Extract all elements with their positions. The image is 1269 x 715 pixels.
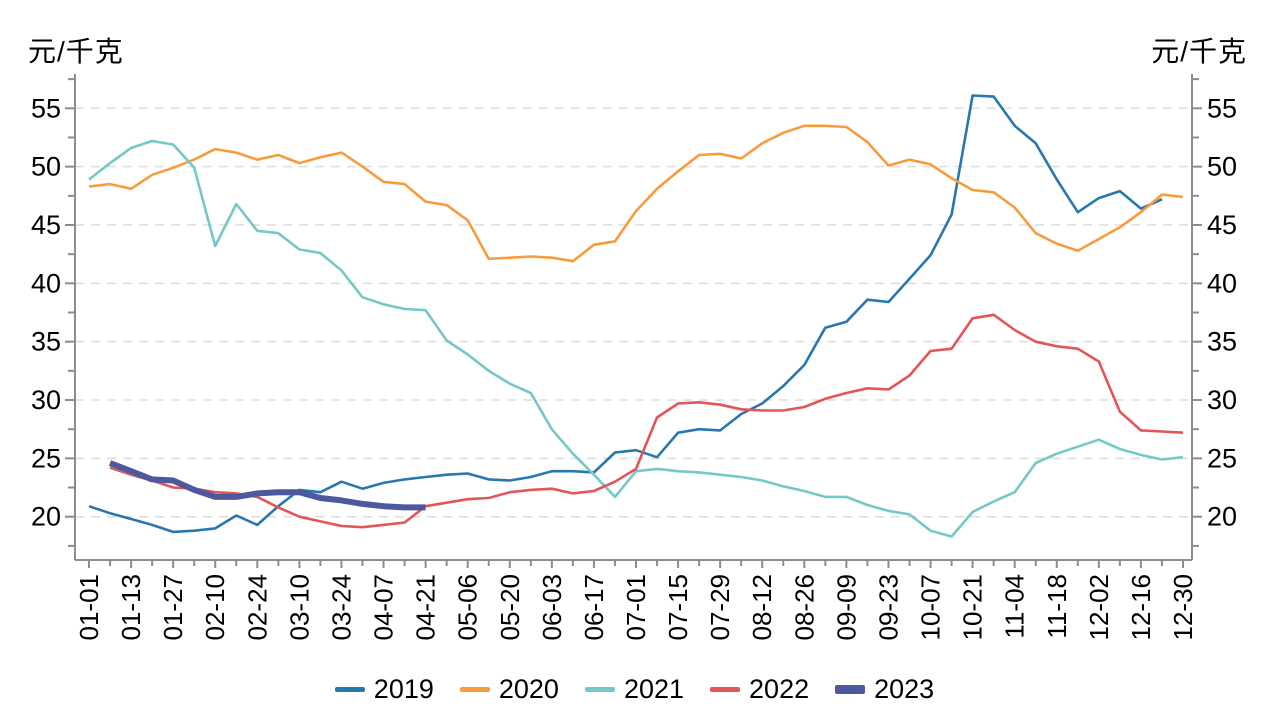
legend-swatch-2021 bbox=[584, 686, 615, 692]
legend-label-2021: 2021 bbox=[623, 673, 685, 704]
x-axis-label: 03-10 bbox=[284, 574, 314, 641]
y-axis-label-right: 40 bbox=[1207, 268, 1237, 298]
x-axis-label: 07-29 bbox=[705, 574, 735, 641]
legend-item-2022: 2022 bbox=[710, 674, 809, 705]
x-axis-label: 12-02 bbox=[1084, 574, 1114, 641]
x-axis-label: 08-26 bbox=[789, 574, 819, 641]
x-axis-label: 11-04 bbox=[1000, 574, 1030, 639]
x-axis-label: 07-15 bbox=[663, 574, 693, 641]
y-axis-label-right: 35 bbox=[1207, 327, 1237, 357]
x-axis-label: 12-30 bbox=[1168, 574, 1198, 641]
x-axis-label: 08-12 bbox=[747, 574, 777, 641]
y-axis-label-left: 25 bbox=[31, 443, 61, 473]
legend-item-2020: 2020 bbox=[459, 673, 559, 705]
y-axis-label-right: 45 bbox=[1207, 210, 1237, 240]
x-axis-label: 02-10 bbox=[200, 574, 230, 641]
series-line-2019 bbox=[88, 94, 1163, 534]
x-axis-label: 01-13 bbox=[116, 574, 146, 641]
y-axis-title-left: 元/千克 bbox=[28, 36, 124, 67]
legend-label-2020: 2020 bbox=[498, 673, 559, 704]
series-line-2021 bbox=[88, 139, 1184, 538]
x-axis-label: 04-21 bbox=[411, 574, 441, 641]
legend-label-2019: 2019 bbox=[373, 673, 434, 704]
x-axis-label: 01-27 bbox=[158, 574, 188, 641]
legend-label-2023: 2023 bbox=[874, 673, 935, 704]
x-axis-label: 01-01 bbox=[74, 574, 104, 641]
legend: 2019 2020 2021 2022 2023 bbox=[0, 666, 1269, 712]
x-axis-label: 07-01 bbox=[621, 574, 651, 641]
x-axis-label: 05-20 bbox=[495, 574, 525, 641]
x-axis-label: 06-03 bbox=[537, 574, 567, 641]
x-axis-label: 12-16 bbox=[1126, 574, 1156, 641]
x-axis-label: 11-18 bbox=[1042, 574, 1072, 639]
y-axis-label-left: 55 bbox=[31, 93, 61, 123]
x-axis-label: 02-24 bbox=[242, 574, 272, 641]
x-axis-label: 09-09 bbox=[831, 574, 861, 641]
x-axis-label: 06-17 bbox=[579, 574, 609, 641]
y-axis-label-left: 30 bbox=[31, 385, 61, 415]
x-axis-label: 05-06 bbox=[453, 574, 483, 641]
legend-swatch-2023 bbox=[835, 684, 866, 694]
y-axis-label-right: 25 bbox=[1207, 443, 1237, 473]
legend-swatch-2020 bbox=[459, 686, 490, 692]
series-line-2022 bbox=[109, 313, 1184, 529]
legend-item-2019: 2019 bbox=[334, 673, 434, 705]
y-axis-label-right: 30 bbox=[1207, 385, 1237, 415]
y-axis-label-left: 50 bbox=[31, 152, 61, 182]
legend-swatch-2019 bbox=[334, 686, 365, 692]
legend-item-2021: 2021 bbox=[584, 673, 685, 705]
legend-item-2023: 2023 bbox=[835, 674, 934, 705]
y-axis-label-right: 50 bbox=[1207, 152, 1237, 182]
x-axis-label: 10-21 bbox=[958, 574, 988, 641]
y-axis-label-left: 45 bbox=[31, 210, 61, 240]
series-line-2020 bbox=[88, 124, 1184, 263]
y-axis-label-right: 55 bbox=[1207, 93, 1237, 123]
y-axis-label-left: 40 bbox=[31, 268, 61, 298]
x-axis-label: 03-24 bbox=[326, 574, 356, 641]
legend-swatch-2022 bbox=[710, 686, 741, 692]
x-axis-label: 04-07 bbox=[369, 574, 399, 641]
x-axis-label: 10-07 bbox=[916, 574, 946, 641]
y-axis-label-right: 20 bbox=[1207, 502, 1237, 532]
legend-label-2022: 2022 bbox=[749, 673, 810, 704]
y-axis-label-left: 20 bbox=[31, 502, 61, 532]
series-line-2023 bbox=[108, 460, 426, 511]
y-axis-title-right: 元/千克 bbox=[1151, 36, 1247, 67]
y-axis-label-left: 35 bbox=[31, 327, 61, 357]
x-axis-label: 09-23 bbox=[873, 574, 903, 641]
